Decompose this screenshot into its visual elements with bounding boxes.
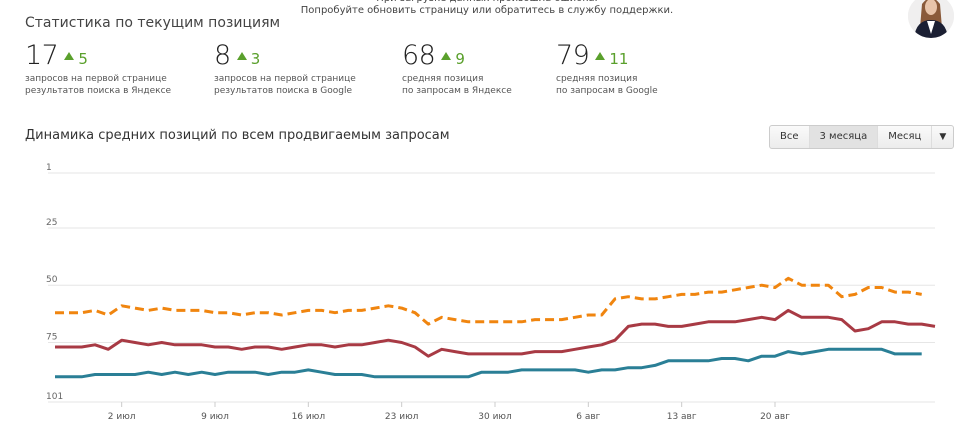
stat-desc: по запросам в Яндексе	[402, 86, 512, 96]
series-orange-dashed	[55, 276, 922, 326]
stat-delta: 9	[455, 50, 465, 68]
chart-title: Динамика средних позиций по всем продвиг…	[25, 128, 450, 143]
avatar-image-icon	[908, 0, 954, 38]
y-tick-label: 25	[46, 218, 57, 228]
stat-yandex-avg: 68 9 средняя позиция по запросам в Яндексе	[402, 40, 572, 97]
stat-google-top: 8 3 запросов на первой странице результато…	[214, 40, 384, 97]
x-axis-labels: 2 июл 9 июл 16 июл 23 июл 30 июл 6 авг 13 авг 2…	[108, 402, 790, 422]
user-avatar[interactable]	[908, 0, 954, 38]
stat-value: 8	[214, 40, 231, 71]
error-notice-line2: Попробуйте обновить страницу или обратит…	[300, 5, 674, 16]
stat-desc: запросов на первой странице	[214, 74, 356, 84]
y-axis-labels: 1 25 50 75 101	[46, 163, 63, 402]
x-tick-label: 2 июл	[108, 412, 136, 422]
arrow-up-icon	[236, 52, 247, 60]
x-tick-label: 6 авг	[576, 412, 600, 422]
arrow-up-icon	[441, 52, 452, 60]
stat-yandex-top: 17 5 запросов на первой странице результат…	[25, 40, 195, 97]
stat-desc: результатов поиска в Яндексе	[25, 86, 172, 96]
x-tick-label: 20 авг	[760, 412, 790, 422]
stat-delta: 3	[250, 50, 261, 68]
stat-value: 17	[25, 40, 59, 71]
x-tick-label: 16 июл	[292, 412, 326, 422]
y-tick-label: 1	[46, 163, 52, 173]
stat-delta: 11	[609, 50, 629, 68]
series-teal-solid	[55, 347, 922, 379]
stat-value: 79	[556, 40, 590, 71]
range-dropdown-toggle[interactable]: ▼	[939, 132, 947, 142]
error-notice-line1: При загрузке данных произошла ошибка.	[0, 0, 974, 4]
stat-desc: средняя позиция	[556, 74, 638, 84]
x-tick-label: 9 июл	[201, 412, 229, 422]
stats-title: Статистика по текущим позициям	[25, 15, 281, 31]
chart-series	[55, 276, 936, 379]
range-all-button[interactable]: Все	[770, 126, 810, 148]
x-tick-label: 30 июл	[478, 412, 512, 422]
range-3-months-button[interactable]: 3 месяца	[809, 126, 879, 148]
series-red-solid	[55, 308, 936, 358]
y-tick-label: 50	[46, 275, 58, 285]
x-tick-label: 23 июл	[385, 412, 419, 422]
stat-desc: запросов на первой странице	[25, 74, 167, 84]
stat-value: 68	[402, 40, 436, 71]
range-month-button[interactable]: Месяц	[878, 126, 933, 148]
stat-google-avg: 79 11 средняя позиция по запросам в Google	[556, 40, 726, 97]
positions-chart: 1 25 50 75 101 2 июл 9 июл 16 июл 23 июл 30 июл 6…	[46, 163, 936, 422]
range-selector: Все 3 месяца Месяц ▼	[769, 125, 955, 149]
stat-desc: средняя позиция	[402, 74, 484, 84]
stat-desc: по запросам в Google	[556, 86, 658, 96]
y-tick-label: 75	[46, 332, 57, 342]
stat-desc: результатов поиска в Google	[214, 86, 352, 96]
arrow-up-icon	[595, 52, 606, 60]
chart-grid	[48, 172, 935, 403]
arrow-up-icon	[64, 52, 75, 60]
x-tick-label: 13 авг	[667, 412, 697, 422]
y-tick-label: 101	[46, 392, 63, 402]
stat-delta: 5	[78, 50, 88, 68]
